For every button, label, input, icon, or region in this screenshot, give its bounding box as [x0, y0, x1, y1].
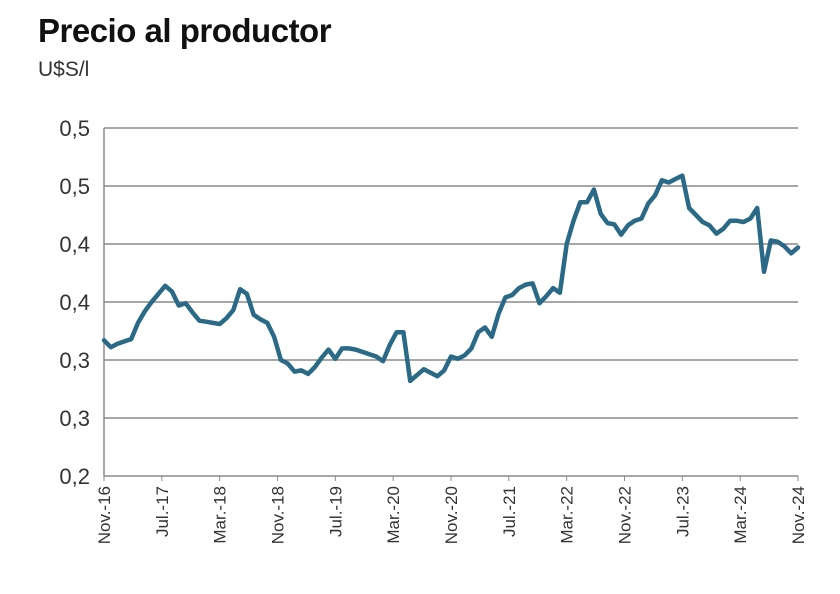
- x-tick-label: Nov.-18: [269, 486, 288, 544]
- x-axis: Nov.-16 Jul.-17 Mar.-18 Nov.-18 Jul.-19 Mar.-…: [95, 476, 808, 544]
- y-tick-label: 0,3: [59, 348, 90, 373]
- x-tick-label: Mar.-20: [384, 486, 403, 544]
- series-line: [101, 173, 801, 384]
- x-tick-label: Mar.-18: [211, 486, 230, 544]
- grid-lines: [103, 127, 798, 477]
- y-axis: 0,2 0,3 0,3 0,4 0,4 0,5 0,5: [59, 116, 90, 489]
- x-tick-label: Nov.-16: [95, 486, 114, 544]
- y-axis-unit: U$S/l: [38, 58, 90, 81]
- x-tick-label: Jul.-17: [153, 486, 172, 537]
- y-tick-label: 0,4: [59, 290, 90, 315]
- y-tick-label: 0,3: [59, 406, 90, 431]
- x-tick-label: Mar.-22: [558, 486, 577, 544]
- x-tick-label: Nov.-24: [789, 486, 808, 544]
- x-tick-label: Nov.-20: [442, 486, 461, 544]
- y-tick-label: 0,4: [59, 232, 90, 257]
- y-tick-label: 0,5: [59, 174, 90, 199]
- x-tick-label: Nov.-22: [616, 486, 635, 544]
- x-tick-label: Jul.-23: [673, 486, 692, 537]
- x-tick-label: Jul.-21: [500, 486, 519, 537]
- x-tick-label: Mar.-24: [731, 486, 750, 544]
- y-tick-label: 0,2: [59, 464, 90, 489]
- chart-title: Precio al productor: [38, 12, 332, 49]
- series-layer: [101, 173, 801, 384]
- x-tick-label: Jul.-19: [326, 486, 345, 537]
- y-tick-label: 0,5: [59, 116, 90, 141]
